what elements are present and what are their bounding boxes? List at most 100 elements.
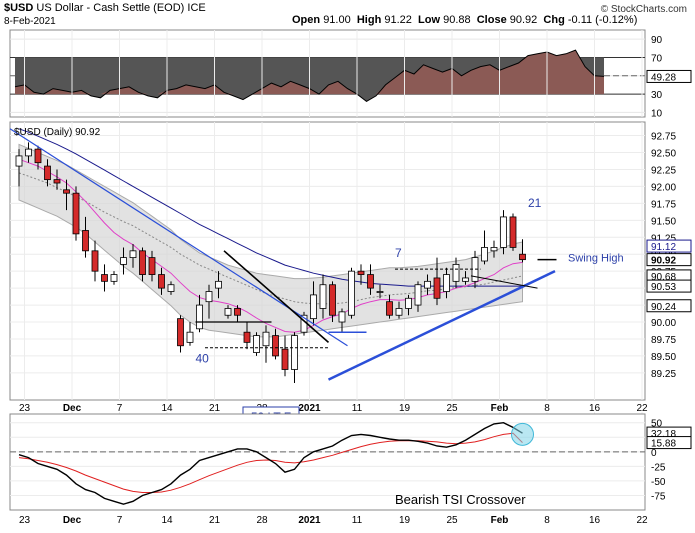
tsi-tick-label: -75 [651,491,666,502]
candle-body [367,274,374,289]
candle-body [158,274,165,289]
tsi-right-label: 32.18 [651,429,676,440]
tsi-x-tick-label: 25 [446,515,458,526]
price-candle [405,294,412,316]
candle-body [63,189,70,194]
price-candle [15,149,23,187]
price-right-label-box [646,299,692,313]
price-candle [148,250,156,282]
price-x-tick-label: 25 [446,403,458,414]
rsi-tick-label: 30 [651,90,663,101]
candle-body [452,263,460,282]
price-candle [158,267,165,295]
candle-body [462,277,469,282]
candle-body [186,331,194,343]
tsi-tick-label: 50 [651,419,663,430]
tsi-x-tick-label: 2021 [298,515,321,526]
candle-body [519,253,526,261]
price-candle [262,325,270,363]
candle-body [376,291,384,293]
candle-body [481,247,488,262]
price-right-label: 90.53 [651,282,676,293]
price-candle [186,322,194,346]
tsi-x-tick-label: 28 [256,515,268,526]
candle-body [72,192,80,235]
low-label: Low [418,14,441,26]
price-x-tick-label: 14 [161,403,173,414]
price-panel [9,121,646,401]
candle-body [253,335,260,353]
exchange: ICE [187,2,206,14]
high-value: 91.22 [384,14,412,26]
price-tick-label: 92.50 [651,149,676,160]
price-candle [234,305,241,323]
candle-body [262,331,270,347]
price-x-tick-label: 11 [352,403,363,414]
price-candle [443,267,450,299]
candle-body [110,274,118,282]
price-candle [53,169,61,190]
low-value: 90.88 [443,14,471,26]
tsi-x-tick-label: 16 [589,515,601,526]
price-tick-label: 92.75 [651,132,676,143]
price-x-tick-label: 8 [544,403,550,414]
price-candle [386,294,393,319]
price-tick-label: 90.00 [651,318,676,329]
cross-line [470,275,538,289]
candle-body [215,280,222,289]
price-candle [424,274,431,295]
high-label: High [356,14,382,26]
tsi-x-tick-label: 21 [209,515,221,526]
tsi-x-tick-label: 23 [19,515,31,526]
tsi-x-tick-label: 19 [399,515,411,526]
price-candle [139,247,146,282]
price-candle [272,328,279,360]
uptrend-line [327,270,556,381]
candle-body [348,270,355,316]
candle-body [243,331,251,343]
price-candle [177,315,184,353]
price-candle [72,186,80,241]
price-right-label: 90.68 [651,272,676,283]
candle-body [91,250,99,272]
candle-body [414,284,422,306]
price-x-tick-label: 19 [399,403,411,414]
price-x-tick-label: 2021 [298,403,321,414]
price-tick-label: 91.50 [651,216,676,227]
price-candle [243,322,251,350]
price-x-tick-label: 21 [209,403,221,414]
price-x-tick-label: Feb [491,403,509,414]
rsi-tick-label: 90 [651,35,663,46]
price-candle [291,332,298,384]
price-candle [433,257,441,306]
price-legend: $USD (Daily) 90.92 [14,127,101,138]
price-tick-label: 89.75 [651,335,676,346]
price-mid-ma [18,172,523,305]
price-candle [338,308,346,333]
rsi-tick-label: 70 [651,53,663,64]
candle-body [234,308,241,316]
candle-body [338,311,346,323]
price-candle [120,247,127,275]
candle-body [34,148,42,164]
candle-body [205,291,213,303]
tsi-x-tick-label: Dec [63,515,82,526]
price-band [18,143,523,338]
rsi-tick-label: 10 [651,108,663,119]
tsi-line [18,421,523,505]
price-tick-label: 92.00 [651,182,676,193]
price-x-tick-label: 23 [19,403,31,414]
price-candle [367,264,374,295]
price-tick-label: 92.25 [651,165,676,176]
candle-body [500,216,507,248]
candle-body [177,318,184,347]
instrument-description: US Dollar - Cash Settle (EOD) [36,2,185,14]
tsi-right-label: 15.88 [651,439,676,450]
tsi-crossover-highlight [511,422,534,446]
price-candle [215,271,222,299]
close-label: Close [476,14,507,26]
candle-body [490,247,498,252]
annotation-count-21: 21 [528,196,542,210]
candle-body [25,148,32,157]
